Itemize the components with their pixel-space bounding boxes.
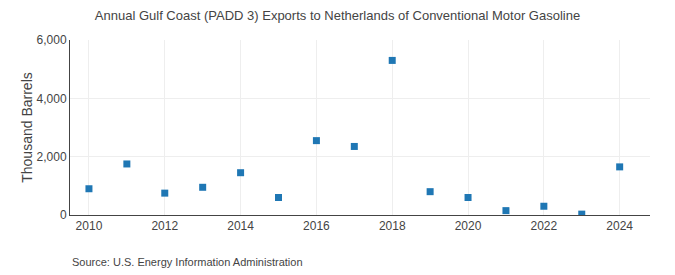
svg-text:2016: 2016 [303, 219, 330, 233]
svg-text:2010: 2010 [76, 219, 103, 233]
svg-text:2,000: 2,000 [37, 150, 67, 164]
svg-text:2012: 2012 [151, 219, 178, 233]
svg-text:2018: 2018 [379, 219, 406, 233]
svg-text:4,000: 4,000 [37, 92, 67, 106]
svg-text:6,000: 6,000 [37, 33, 67, 47]
svg-text:0: 0 [60, 208, 67, 222]
svg-text:Thousand Barrels: Thousand Barrels [19, 72, 35, 183]
svg-text:2024: 2024 [606, 219, 633, 233]
svg-text:2014: 2014 [227, 219, 254, 233]
svg-text:Source: U.S. Energy Informatio: Source: U.S. Energy Information Administ… [72, 256, 303, 268]
svg-text:Annual Gulf Coast (PADD 3) Exp: Annual Gulf Coast (PADD 3) Exports to Ne… [95, 8, 580, 23]
svg-text:2020: 2020 [455, 219, 482, 233]
svg-text:2022: 2022 [531, 219, 558, 233]
